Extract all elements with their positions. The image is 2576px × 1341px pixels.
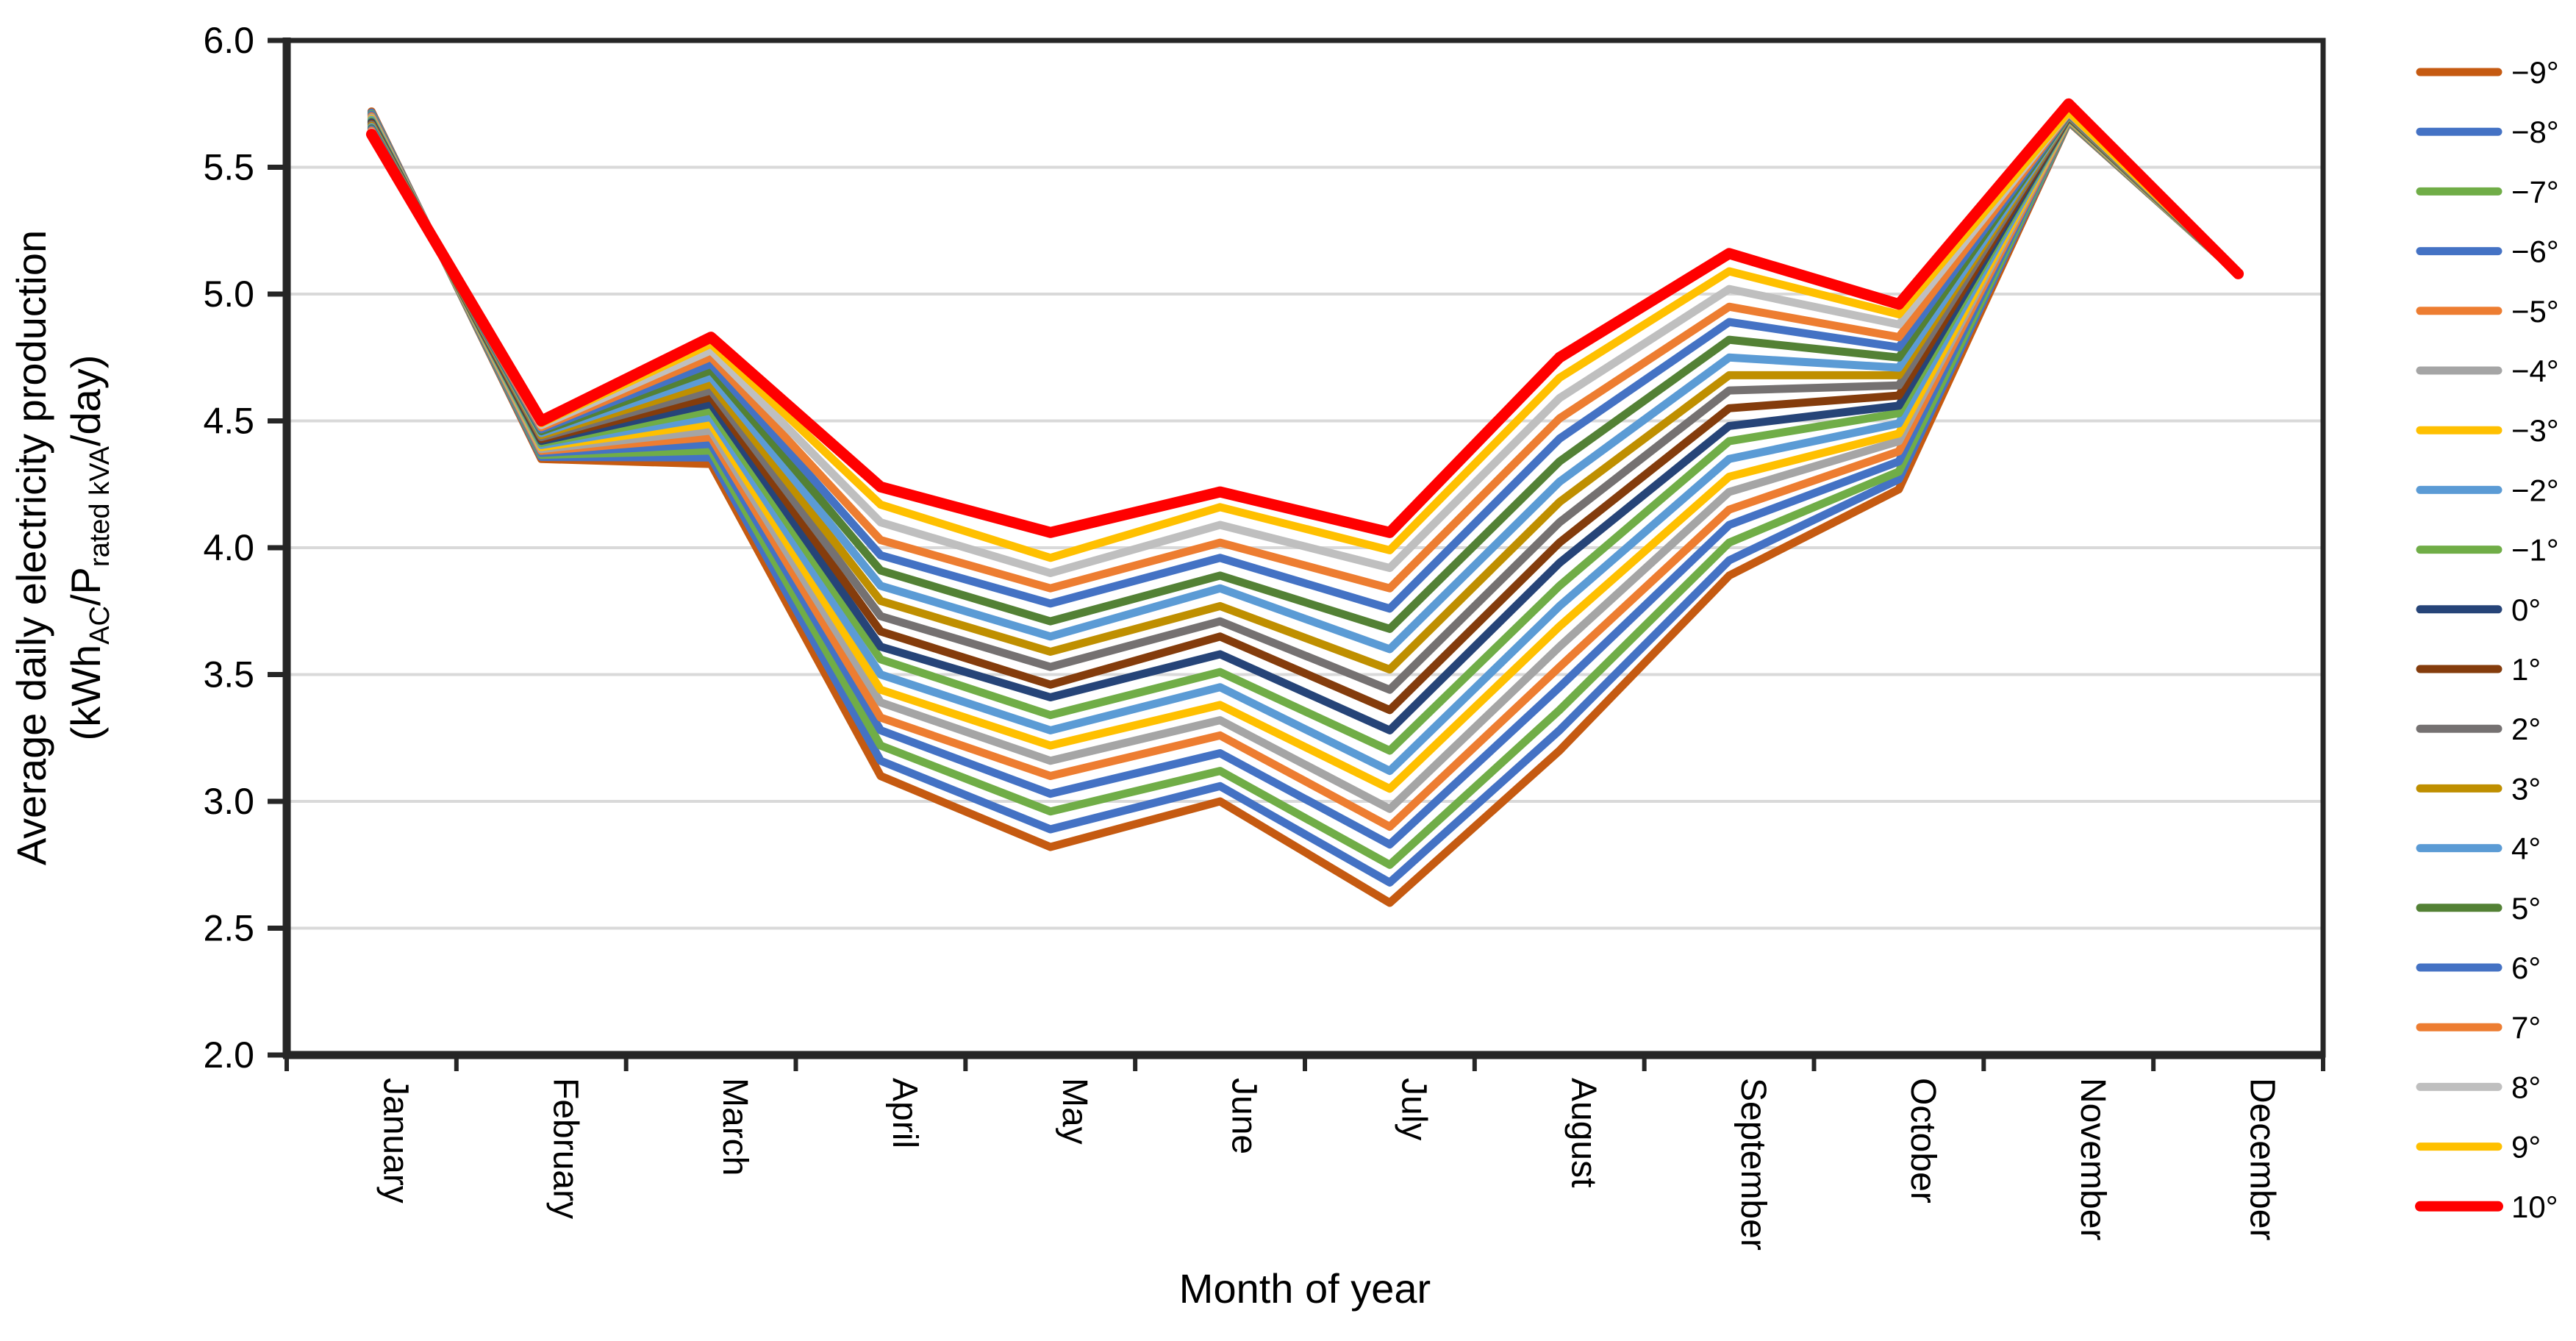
legend-entry-7°: 7° (2416, 1010, 2541, 1045)
y-tick-label: 5.0 (203, 273, 254, 315)
legend-entry-−6°: −6° (2416, 235, 2559, 269)
legend-entry-−2°: −2° (2416, 473, 2559, 507)
month-label: October (1903, 1078, 1942, 1204)
legend-label: 5° (2511, 891, 2541, 926)
series-line-−2° (367, 113, 2243, 776)
legend-entry-9°: 9° (2416, 1130, 2541, 1165)
month-label: January (376, 1078, 415, 1204)
legend-entry-10°: 10° (2415, 1190, 2558, 1224)
month-label: May (1055, 1078, 1094, 1145)
x-axis-ticks (285, 1055, 2325, 1071)
y-tick-label: 5.5 (203, 147, 254, 188)
y-tick-label: 4.5 (203, 401, 254, 442)
legend-label: −5° (2511, 294, 2559, 329)
legend-entry-8°: 8° (2416, 1070, 2541, 1104)
legend-entry-−1°: −1° (2416, 533, 2559, 568)
legend-label: −9° (2511, 55, 2559, 90)
series-line-7° (367, 108, 2243, 593)
legend-entry-1°: 1° (2416, 652, 2541, 687)
legend-entry-−7°: −7° (2416, 174, 2559, 209)
month-label: March (715, 1078, 754, 1176)
legend-label: −1° (2511, 533, 2559, 568)
legend-label: −6° (2511, 235, 2559, 269)
y-tick-label: 2.0 (203, 1034, 254, 1076)
month-label: June (1225, 1078, 1264, 1154)
y-axis-title: Average daily electricity production (kWh… (8, 230, 115, 865)
month-label: November (2073, 1078, 2112, 1240)
x-axis-title: Month of year (1179, 1265, 1431, 1312)
series-lines (365, 98, 2244, 907)
legend-entry-−8°: −8° (2416, 115, 2559, 149)
month-label: April (885, 1078, 924, 1148)
series-line-0° (367, 112, 2243, 734)
series-line-−6° (367, 110, 2243, 849)
y-tick-label: 3.5 (203, 654, 254, 695)
legend-label: 4° (2511, 832, 2541, 866)
series-line-10° (365, 98, 2244, 538)
legend-entry-5°: 5° (2416, 891, 2541, 926)
legend-entry-−9°: −9° (2416, 55, 2559, 90)
y-axis-title-line2: (kWhAC​/Prated kVA​/day) (62, 355, 115, 741)
x-category-labels: January February March April May June July Augu… (376, 1078, 2281, 1251)
legend-label: 3° (2511, 771, 2541, 806)
legend-label: 2° (2511, 712, 2541, 746)
month-label: July (1394, 1078, 1433, 1140)
legend: −9° −8° −7° −6° −5° −4° −3° −2° −1° 0° 1° 2° 3° 4° 5° 6… (2415, 55, 2559, 1224)
series-line-1° (367, 112, 2243, 715)
legend-entry-0°: 0° (2416, 593, 2541, 627)
series-line-8° (367, 107, 2243, 577)
series-line-5° (367, 110, 2243, 633)
series-line-−5° (367, 112, 2243, 831)
y-tick-label: 2.5 (203, 908, 254, 949)
legend-label: 7° (2511, 1010, 2541, 1045)
legend-label: 1° (2511, 652, 2541, 687)
series-line-4° (367, 110, 2243, 654)
y-axis-title-line1: Average daily electricity production (8, 230, 54, 865)
legend-label: 0° (2511, 593, 2541, 627)
series-line-−3° (367, 114, 2243, 793)
y-tick-label: 6.0 (203, 20, 254, 61)
legend-entry-4°: 4° (2416, 832, 2541, 866)
month-label: August (1564, 1078, 1603, 1187)
legend-entry-−4°: −4° (2416, 354, 2559, 388)
month-label: February (545, 1078, 584, 1219)
legend-label: 8° (2511, 1070, 2541, 1104)
legend-entry-2°: 2° (2416, 712, 2541, 746)
legend-label: −3° (2511, 413, 2559, 448)
legend-entry-6°: 6° (2416, 951, 2541, 985)
legend-label: −4° (2511, 354, 2559, 388)
y-axis-ticks: 6.0 5.5 5.0 4.5 4.0 3.5 3.0 2.5 2.0 (203, 20, 287, 1076)
y-tick-label: 4.0 (203, 527, 254, 568)
legend-label: −8° (2511, 115, 2559, 149)
series-line-2° (367, 111, 2243, 694)
legend-entry-−3°: −3° (2416, 413, 2559, 448)
legend-entry-−5°: −5° (2416, 294, 2559, 329)
y-tick-label: 3.0 (203, 781, 254, 822)
month-label: September (1734, 1078, 1772, 1251)
month-label: December (2243, 1078, 2282, 1240)
legend-label: −7° (2511, 174, 2559, 209)
series-line-6° (367, 109, 2243, 613)
legend-label: 10° (2511, 1190, 2558, 1224)
legend-entry-3°: 3° (2416, 771, 2541, 806)
legend-label: −2° (2511, 473, 2559, 507)
legend-label: 6° (2511, 951, 2541, 985)
legend-label: 9° (2511, 1130, 2541, 1165)
